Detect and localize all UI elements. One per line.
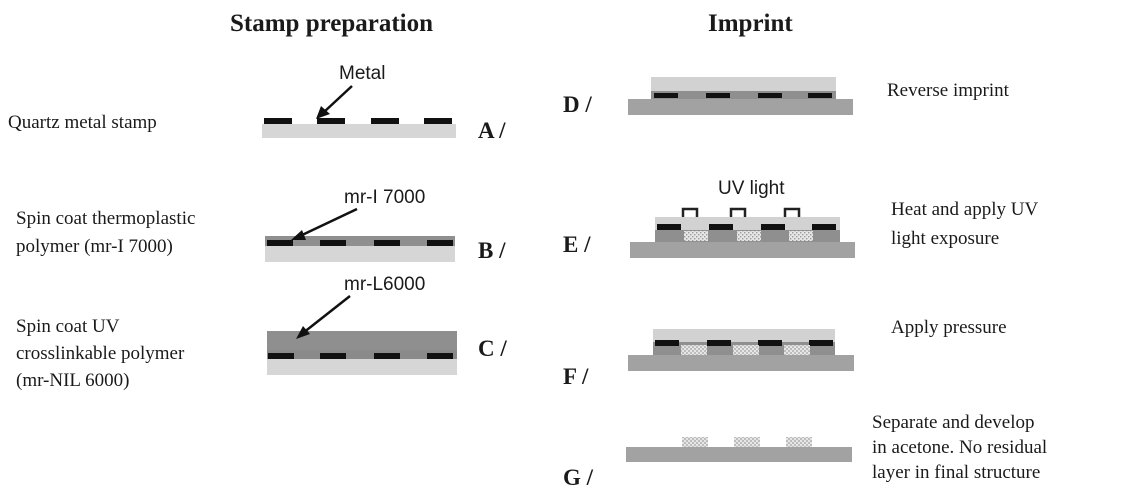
mr-i-7000-arrow: [291, 207, 358, 240]
step-d-stack: [628, 77, 853, 115]
mr-i-7000-label: mr-I 7000: [344, 187, 426, 208]
step-c-description-3: (mr-NIL 6000): [16, 370, 130, 391]
step-a-label: A /: [478, 118, 506, 143]
step-g-description-1: Separate and develop: [872, 412, 1035, 433]
step-a-stamp: [262, 118, 456, 138]
uv-light-label: UV light: [718, 178, 785, 199]
mr-l6000-arrow: [296, 295, 351, 339]
stamp-preparation-heading: Stamp preparation: [230, 10, 434, 37]
step-g-description-2: in acetone. No residual: [872, 437, 1048, 458]
step-g-description-3: layer in final structure: [872, 462, 1041, 483]
step-a-description: Quartz metal stamp: [8, 112, 157, 133]
metal-label: Metal: [339, 63, 386, 84]
step-f-description: Apply pressure: [891, 317, 1007, 338]
step-b-description-1: Spin coat thermoplastic: [16, 208, 196, 229]
step-d-label: D /: [563, 92, 592, 117]
step-b-label: B /: [478, 238, 506, 263]
step-e-description-2: light exposure: [891, 228, 1000, 249]
step-e-stack: [630, 217, 855, 258]
step-d-description: Reverse imprint: [887, 80, 1009, 101]
metal-arrow: [316, 85, 353, 119]
mr-l6000-label: mr-L6000: [344, 274, 426, 295]
step-g-stack: [626, 437, 852, 462]
step-b-stack: [265, 236, 455, 262]
step-e-label: E /: [563, 232, 591, 257]
step-e-description-1: Heat and apply UV: [891, 199, 1039, 220]
step-f-stack: [628, 329, 854, 371]
step-f-label: F /: [563, 364, 589, 389]
step-c-description-2: crosslinkable polymer: [16, 343, 185, 364]
step-b-description-2: polymer (mr-I 7000): [16, 236, 173, 257]
step-c-label: C /: [478, 336, 507, 361]
step-g-label: G /: [563, 465, 594, 490]
step-c-description-1: Spin coat UV: [16, 316, 120, 337]
imprint-heading: Imprint: [708, 10, 793, 37]
step-c-stack: [267, 331, 457, 375]
